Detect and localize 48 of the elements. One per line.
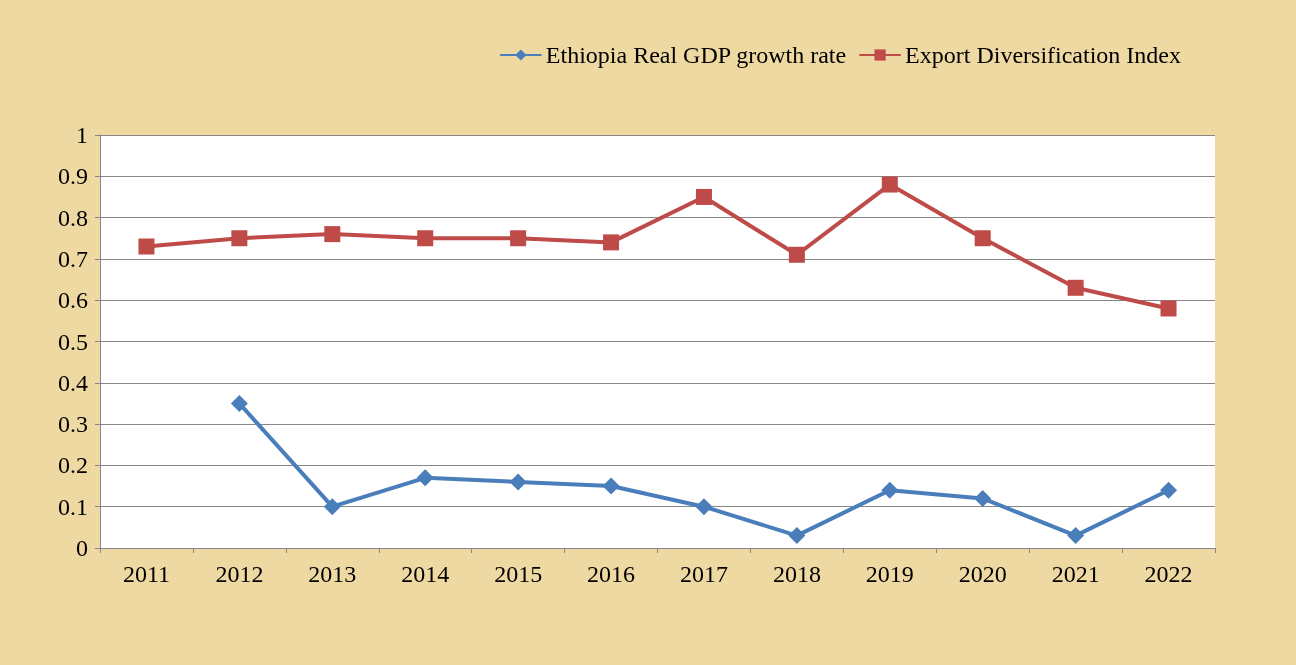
point [230, 394, 248, 412]
y-tick-label: 1 [76, 122, 88, 148]
x-tick-label: 2019 [865, 561, 914, 587]
point [788, 527, 806, 545]
y-tick-label: 0.3 [58, 411, 88, 438]
point [509, 473, 527, 491]
x-tick-label: 2014 [401, 561, 450, 587]
x-tick-label: 2018 [772, 561, 821, 587]
legend-label: Ethiopia Real GDP growth rate [545, 42, 847, 68]
y-tick-label: 0.2 [58, 452, 88, 479]
point [324, 226, 341, 243]
point [695, 498, 713, 516]
x-tick-label: 2022 [1144, 561, 1193, 587]
legend-label: Export Diversification Index [905, 42, 1181, 68]
point [881, 176, 898, 193]
point [417, 230, 434, 247]
y-tick-label: 0.7 [58, 245, 88, 272]
point [416, 469, 434, 487]
y-tick-label: 0.1 [58, 493, 88, 520]
x-tick-label: 2013 [308, 561, 357, 587]
point [881, 481, 899, 499]
point [602, 477, 620, 495]
y-tick-label: 0.9 [58, 163, 88, 190]
point [1160, 300, 1177, 317]
point [138, 238, 155, 255]
point [974, 230, 991, 247]
y-tick-label: 0.8 [58, 204, 88, 231]
point [1067, 527, 1085, 545]
point [1067, 279, 1084, 296]
x-tick-label: 2011 [122, 561, 171, 587]
y-tick-label: 0.6 [58, 287, 88, 314]
y-tick-label: 0.5 [58, 328, 88, 355]
x-tick-label: 2017 [679, 561, 728, 587]
point [695, 188, 712, 205]
x-tick-label: 2016 [587, 561, 636, 587]
y-tick-label: 0 [76, 535, 88, 561]
x-tick-label: 2020 [958, 561, 1007, 587]
point [1160, 481, 1178, 499]
x-tick-label: 2015 [494, 561, 543, 587]
point [788, 246, 805, 263]
x-tick-label: 2021 [1051, 561, 1100, 587]
x-tick-label: 2012 [215, 561, 264, 587]
point [323, 498, 341, 516]
y-tick-label: 0.4 [58, 369, 88, 396]
point [231, 230, 248, 247]
point [974, 489, 992, 507]
point [510, 230, 527, 247]
point [603, 234, 620, 251]
